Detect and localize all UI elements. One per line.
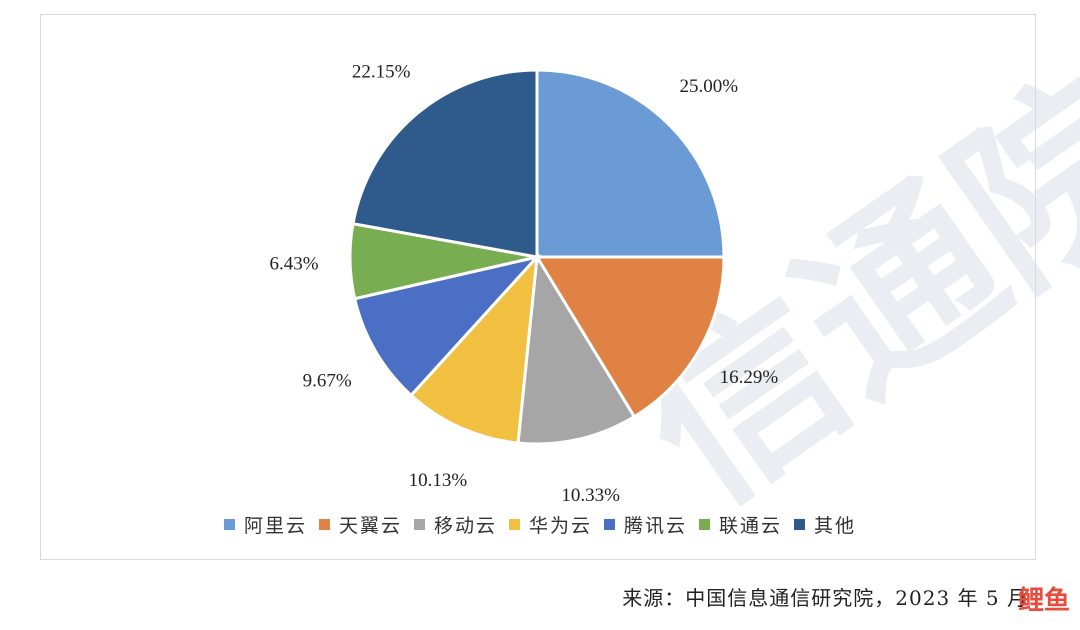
data-label-aliyun: 25.00% bbox=[680, 76, 739, 97]
legend-item-tencent: 腾讯云 bbox=[604, 511, 687, 538]
legend-swatch bbox=[508, 519, 520, 530]
pie-slice-huawei bbox=[409, 252, 539, 445]
legend-swatch bbox=[223, 519, 235, 530]
legend-item-tianyi: 天翼云 bbox=[318, 511, 402, 538]
pie-slice-tianyi bbox=[534, 255, 726, 419]
legend-swatch bbox=[318, 519, 330, 530]
legend-label: 阿里云 bbox=[243, 515, 307, 537]
legend-swatch bbox=[794, 519, 806, 530]
data-label-liantong: 6.43% bbox=[270, 254, 319, 275]
source-note: 来源：中国信息通信研究院，2023 年 5 月 bbox=[622, 586, 1028, 610]
legend-item-other: 其他 bbox=[794, 511, 856, 538]
pie-slice-other bbox=[351, 68, 539, 259]
legend-swatch bbox=[604, 519, 615, 530]
data-label-other: 22.15% bbox=[352, 61, 411, 82]
brand-logo: 鲤鱼 bbox=[1018, 580, 1070, 617]
logo-text: 鲤鱼 bbox=[1017, 586, 1070, 616]
pie-slice-tencent bbox=[352, 254, 542, 398]
legend-swatch bbox=[699, 519, 711, 530]
legend-label: 移动云 bbox=[433, 515, 497, 537]
legend-label: 腾讯云 bbox=[624, 515, 688, 537]
legend: 阿里云 天翼云 移动云 华为云 腾讯云 联通云 其他 bbox=[0, 511, 1080, 538]
legend-swatch bbox=[413, 519, 425, 530]
legend-item-huawei: 华为云 bbox=[508, 511, 592, 538]
pie-chart: 25.00% 16.29% 10.33% 10.13% 9.67% 6.43% 22.15% bbox=[270, 61, 779, 506]
legend-label: 华为云 bbox=[528, 515, 592, 537]
legend-label: 其他 bbox=[814, 515, 857, 537]
data-label-huawei: 10.13% bbox=[409, 470, 468, 491]
legend-item-liantong: 联通云 bbox=[699, 511, 782, 538]
data-label-tencent: 9.67% bbox=[303, 371, 352, 392]
data-label-yidong: 10.33% bbox=[561, 485, 620, 506]
legend-label: 联通云 bbox=[719, 515, 783, 537]
legend-item-aliyun: 阿里云 bbox=[223, 511, 307, 538]
pie-slice-aliyun bbox=[535, 68, 726, 259]
legend-item-yidong: 移动云 bbox=[413, 511, 497, 538]
data-label-tianyi: 16.29% bbox=[720, 367, 779, 388]
chart-frame bbox=[40, 14, 1036, 560]
legend-label: 天翼云 bbox=[338, 515, 402, 537]
pie-slice-yidong bbox=[516, 252, 637, 446]
